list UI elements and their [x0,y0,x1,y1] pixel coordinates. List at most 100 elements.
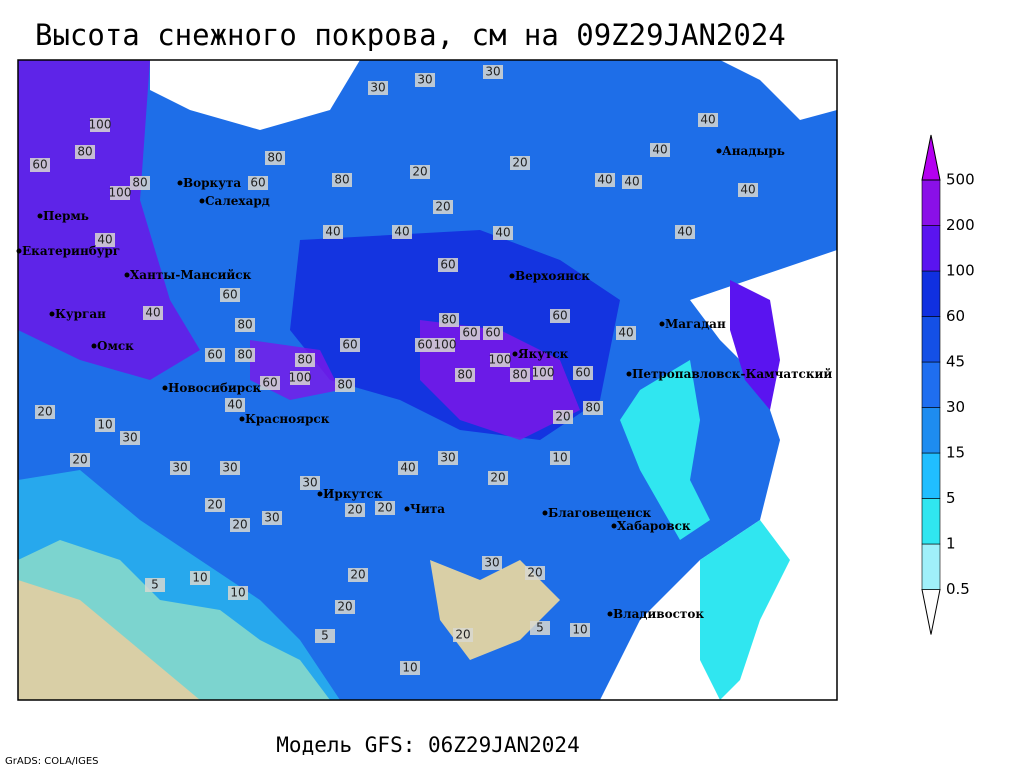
city-dot [239,416,245,422]
colorbar-segment [921,270,941,317]
kamchatka [730,280,780,410]
contour-label: 40 [495,226,510,240]
map-frame [17,59,838,701]
contour-label: 60 [262,376,277,390]
contour-label: 20 [72,453,87,467]
label-box [550,309,570,323]
sea [150,60,360,130]
contour-label: 80 [512,368,527,382]
contour-label: 60 [32,158,47,172]
label-box [550,451,570,465]
label-box [190,571,210,585]
label-box [392,225,412,239]
contour-label: 10 [572,623,587,637]
contour-label: 100 [434,338,457,352]
city-dot [177,180,183,186]
city-name: Хабаровск [617,519,691,533]
contour-label: 40 [394,225,409,239]
contour-label: 20 [512,156,527,170]
label-box [488,471,508,485]
subtitle: Модель GFS: 06Z29JAN2024 [276,733,579,757]
label-box [368,81,388,95]
label-box [510,156,530,170]
contour-label: 40 [700,113,715,127]
contour-label: 40 [624,175,639,189]
contour-label: 80 [457,368,472,382]
contour-label: 30 [264,511,279,525]
city-name: Екатеринбург [22,244,120,258]
deep-snow [18,60,200,380]
colorbar-segment [921,498,941,545]
label-box [650,143,670,157]
label-box [510,368,530,382]
city-dot [49,311,55,317]
city-dot [512,351,518,357]
city-dot [659,321,665,327]
city-name: Верхоянск [515,269,590,283]
city-dot [509,273,515,279]
label-box [533,366,553,380]
label-box [220,288,240,302]
city-name: Пермь [43,209,89,223]
colorbar-label: 60 [946,307,965,325]
contour-label: 100 [489,353,512,367]
contour-label: 30 [172,461,187,475]
contour-label: 80 [267,151,282,165]
contour-label: 20 [232,518,247,532]
label-box [260,376,280,390]
contour-label: 20 [347,503,362,517]
colorbar-label: 200 [946,216,975,234]
label-box [335,600,355,614]
label-box [90,118,110,132]
label-box [415,73,435,87]
label-box [228,586,248,600]
label-box [340,338,360,352]
label-box [110,186,130,200]
label-box [453,628,473,642]
label-box [490,353,510,367]
city-dot [607,611,613,617]
city-name: Курган [55,307,106,321]
colorbar-label: 1 [946,535,956,553]
label-box [455,368,475,382]
label-box [595,173,615,187]
low-snow [620,360,710,540]
colorbar-segment [921,225,941,272]
colorbar-label: 0.5 [946,580,970,598]
label-box [295,353,315,367]
city-dot [626,371,632,377]
label-box [398,461,418,475]
colorbar-label: 45 [946,353,965,371]
contour-label: 40 [677,225,692,239]
label-box [439,313,459,327]
city-dot [542,510,548,516]
label-box [622,175,642,189]
contour-label: 20 [207,498,222,512]
label-box [493,226,513,240]
city-dot [91,343,97,349]
label-box [95,418,115,432]
colorbar-segment [921,452,941,499]
contour-label: 100 [109,186,132,200]
label-box [438,451,458,465]
label-box [433,200,453,214]
label-box [170,461,190,475]
label-box [345,503,365,517]
contour-label: 80 [132,176,147,190]
label-box [332,173,352,187]
label-box [698,113,718,127]
label-box [415,338,435,352]
label-box [348,568,368,582]
colorbar-label: 15 [946,444,965,462]
contour-label: 30 [222,461,237,475]
contour-label: 10 [552,451,567,465]
label-box [323,225,343,239]
colorbar-label: 100 [946,262,975,280]
contour-label: 40 [325,225,340,239]
contour-label: 10 [97,418,112,432]
colorbar-segment [921,316,941,363]
contour-label: 30 [302,476,317,490]
